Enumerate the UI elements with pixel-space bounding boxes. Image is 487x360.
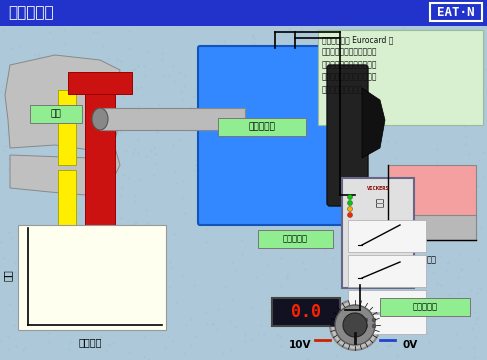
Text: 0V: 0V (402, 340, 418, 350)
Polygon shape (10, 148, 120, 195)
Circle shape (348, 212, 353, 217)
FancyBboxPatch shape (348, 255, 426, 287)
Text: 输出: 输出 (375, 197, 385, 207)
FancyBboxPatch shape (327, 65, 368, 206)
FancyBboxPatch shape (430, 3, 482, 21)
Text: 阀芯: 阀芯 (51, 109, 61, 118)
FancyBboxPatch shape (348, 220, 426, 252)
Circle shape (356, 324, 360, 328)
FancyBboxPatch shape (0, 0, 487, 26)
FancyBboxPatch shape (68, 72, 132, 94)
Text: VICKERS: VICKERS (367, 185, 390, 190)
Text: 输入电位计: 输入电位计 (412, 302, 437, 311)
FancyBboxPatch shape (272, 298, 340, 326)
Text: 功率放大器: 功率放大器 (283, 234, 308, 243)
Text: 流量: 流量 (3, 269, 13, 281)
Circle shape (364, 318, 368, 322)
FancyBboxPatch shape (100, 108, 245, 130)
FancyBboxPatch shape (30, 105, 82, 123)
Circle shape (372, 324, 376, 328)
Circle shape (364, 324, 368, 328)
Text: EAT·N: EAT·N (437, 5, 475, 18)
Circle shape (348, 201, 353, 206)
FancyBboxPatch shape (342, 178, 414, 288)
Circle shape (348, 194, 353, 199)
FancyBboxPatch shape (58, 90, 76, 165)
Circle shape (372, 318, 376, 322)
Polygon shape (5, 55, 120, 150)
Circle shape (356, 318, 360, 322)
FancyBboxPatch shape (348, 314, 426, 334)
FancyBboxPatch shape (18, 225, 166, 330)
Text: 该部分说明了 Eurocard 型
功率放大器的设定过程，但
其也适合于其它类型的放大
器。其他类型功率放大器也
都采用这种设定方式.: 该部分说明了 Eurocard 型 功率放大器的设定过程，但 其也适合于其它类型… (322, 35, 393, 94)
Circle shape (335, 305, 375, 345)
Text: 输入电压: 输入电压 (78, 337, 102, 347)
FancyBboxPatch shape (198, 46, 357, 225)
FancyBboxPatch shape (58, 170, 76, 225)
Circle shape (348, 207, 353, 212)
FancyBboxPatch shape (85, 75, 115, 235)
Ellipse shape (92, 108, 108, 130)
FancyBboxPatch shape (388, 215, 476, 240)
Text: 比例电磁铁: 比例电磁铁 (248, 122, 276, 131)
FancyBboxPatch shape (218, 118, 306, 136)
Polygon shape (362, 88, 385, 158)
FancyBboxPatch shape (348, 290, 426, 312)
Text: 0.0: 0.0 (291, 303, 321, 321)
Text: 10V: 10V (289, 340, 311, 350)
Circle shape (330, 300, 380, 350)
Text: 功率放大器: 功率放大器 (8, 5, 54, 21)
FancyBboxPatch shape (388, 165, 476, 240)
FancyBboxPatch shape (380, 298, 470, 316)
FancyBboxPatch shape (258, 230, 333, 248)
FancyBboxPatch shape (318, 30, 483, 125)
Circle shape (343, 313, 367, 337)
Text: 输入: 输入 (427, 255, 437, 264)
